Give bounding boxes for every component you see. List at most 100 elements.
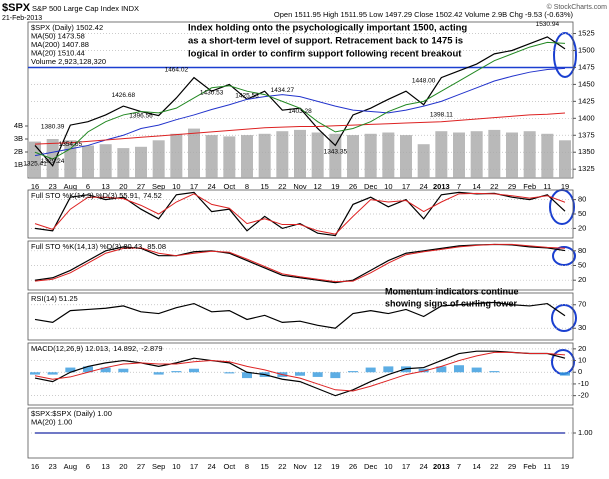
price-label: 1343.35 (324, 148, 348, 155)
x-tick-label: 7 (457, 182, 461, 191)
panel-title: 14.892, (113, 344, 138, 353)
x-tick-label: 27 (137, 462, 145, 471)
volume-bar (276, 131, 289, 178)
x-tick-label: 10 (172, 462, 180, 471)
y-tick-label: 1475 (578, 62, 595, 71)
histogram-bar (383, 366, 394, 373)
x-tick-label: Feb (523, 182, 536, 191)
y-tick-label: 1375 (578, 130, 595, 139)
x-tick-label: 7 (457, 462, 461, 471)
annotation: logical in order to confirm support foll… (188, 49, 462, 60)
volume-tick-label: 3B (14, 134, 23, 143)
volume-bar (311, 132, 324, 178)
x-tick-label: 22 (278, 462, 286, 471)
x-tick-label: 13 (101, 462, 109, 471)
x-tick-label: 6 (86, 462, 90, 471)
volume-bar (99, 144, 112, 178)
histogram-bar (224, 372, 235, 374)
histogram-bar (348, 371, 358, 373)
legend-entry: MA(20) 1.00 (31, 417, 72, 426)
volume-bar (329, 133, 342, 178)
series-line (34, 350, 566, 397)
price-label: 1464.02 (165, 67, 189, 74)
legend-entry: MA(200) 1407.88 (31, 40, 89, 49)
y-tick-label: 20 (578, 344, 586, 353)
x-tick-label: 17 (190, 462, 198, 471)
series-line (34, 243, 566, 283)
panel-frame (27, 292, 574, 341)
legend-entry: MA(50) 1473.58 (31, 31, 85, 40)
x-tick-label: 10 (384, 462, 392, 471)
histogram-bar (295, 372, 305, 376)
volume-bar (400, 135, 412, 178)
x-tick-label: 24 (207, 182, 215, 191)
y-tick-label: 1425 (578, 96, 595, 105)
volume-bar (117, 148, 130, 178)
price-label: 1448.00 (412, 77, 436, 84)
x-tick-label: 2013 (433, 462, 450, 471)
x-tick-label: 15 (260, 182, 268, 191)
y-tick-label: 1525 (578, 29, 595, 38)
index-name: S&P 500 Large Cap Index INDX (32, 4, 139, 13)
histogram-bar (65, 367, 76, 373)
x-tick-label: 22 (278, 182, 286, 191)
date: 21-Feb-2013 (2, 15, 42, 22)
x-tick-label: 8 (245, 462, 249, 471)
x-tick-label: 17 (402, 462, 410, 471)
histogram-bar (471, 367, 482, 373)
x-tick-label: 16 (31, 182, 39, 191)
price-label: 1398.11 (430, 111, 453, 118)
x-tick-label: Aug (64, 182, 77, 191)
volume-bar (258, 133, 271, 178)
annotation: as a short-term level of support. Retrac… (188, 36, 463, 47)
y-tick-label: 1350 (578, 147, 595, 156)
y-tick-label: 70 (578, 300, 586, 309)
legend-entry: MA(20) 1510.44 (31, 48, 85, 57)
volume-bar (417, 144, 430, 178)
x-tick-label: Sep (152, 182, 165, 191)
series-line (34, 301, 566, 329)
x-tick-label: Oct (223, 462, 236, 471)
panel-title: Full STO %K(14,3) %D(3) 55.91, (31, 191, 140, 200)
y-tick-label: 1500 (578, 45, 595, 54)
y-tick-label: 50 (578, 209, 586, 218)
histogram-bar (30, 372, 40, 375)
histogram-bar (312, 372, 323, 377)
quote: Open 1511.95 High 1511.95 Low 1497.29 Cl… (274, 10, 574, 19)
x-tick-label: 23 (48, 462, 56, 471)
volume-bar (223, 136, 236, 178)
price-label: 1434.27 (271, 87, 295, 94)
histogram-bar (454, 365, 464, 373)
y-tick-label: 10 (578, 356, 586, 365)
series-line (34, 67, 566, 157)
x-tick-label: Oct (223, 182, 236, 191)
highlight-circle (552, 246, 576, 266)
panel-title: RSI(14) 51.25 (31, 294, 78, 303)
series-line (34, 351, 566, 392)
x-tick-label: 26 (349, 462, 357, 471)
legend-entry: $SPX (Daily) 1502.42 (31, 23, 103, 32)
histogram-bar (171, 371, 182, 373)
y-tick-label: 1400 (578, 113, 595, 122)
volume-bar (559, 140, 571, 178)
volume-bar (470, 131, 483, 178)
panel-frame (27, 342, 574, 406)
volume-bar (453, 132, 465, 178)
price-label: 1329.24 (41, 158, 65, 165)
price-label: 1380.39 (41, 123, 65, 130)
x-tick-label: 23 (48, 182, 56, 191)
x-tick-label: Dec (364, 182, 378, 191)
legend-entry: $SPX:$SPX (Daily) 1.00 (31, 409, 112, 418)
x-tick-label: 19 (331, 182, 339, 191)
x-tick-label: 22 (490, 462, 498, 471)
x-tick-label: 2013 (433, 182, 450, 191)
x-tick-label: 29 (508, 462, 516, 471)
x-tick-label: 14 (472, 462, 480, 471)
price-label: 1396.56 (129, 112, 153, 119)
source: © StockCharts.com (547, 3, 608, 11)
x-tick-label: 6 (86, 182, 90, 191)
x-tick-label: 20 (119, 462, 127, 471)
x-tick-label: 19 (331, 462, 339, 471)
volume-bar (435, 131, 448, 178)
